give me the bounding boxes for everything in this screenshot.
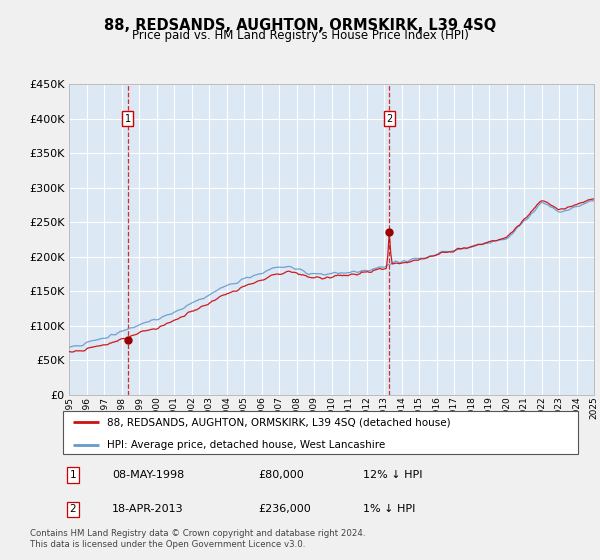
Text: 2: 2 [386, 114, 392, 124]
FancyBboxPatch shape [62, 411, 578, 454]
Text: 18-APR-2013: 18-APR-2013 [112, 505, 184, 515]
Text: 08-MAY-1998: 08-MAY-1998 [112, 470, 184, 480]
Text: 1: 1 [125, 114, 131, 124]
Text: 1% ↓ HPI: 1% ↓ HPI [363, 505, 415, 515]
Text: 12% ↓ HPI: 12% ↓ HPI [363, 470, 422, 480]
Text: Contains HM Land Registry data © Crown copyright and database right 2024.
This d: Contains HM Land Registry data © Crown c… [30, 529, 365, 549]
Text: 2: 2 [70, 505, 76, 515]
Text: £80,000: £80,000 [259, 470, 304, 480]
Text: 1: 1 [70, 470, 76, 480]
Text: Price paid vs. HM Land Registry's House Price Index (HPI): Price paid vs. HM Land Registry's House … [131, 29, 469, 42]
Text: 88, REDSANDS, AUGHTON, ORMSKIRK, L39 4SQ (detached house): 88, REDSANDS, AUGHTON, ORMSKIRK, L39 4SQ… [107, 417, 451, 427]
Text: 88, REDSANDS, AUGHTON, ORMSKIRK, L39 4SQ: 88, REDSANDS, AUGHTON, ORMSKIRK, L39 4SQ [104, 18, 496, 33]
Text: £236,000: £236,000 [259, 505, 311, 515]
Text: HPI: Average price, detached house, West Lancashire: HPI: Average price, detached house, West… [107, 440, 385, 450]
